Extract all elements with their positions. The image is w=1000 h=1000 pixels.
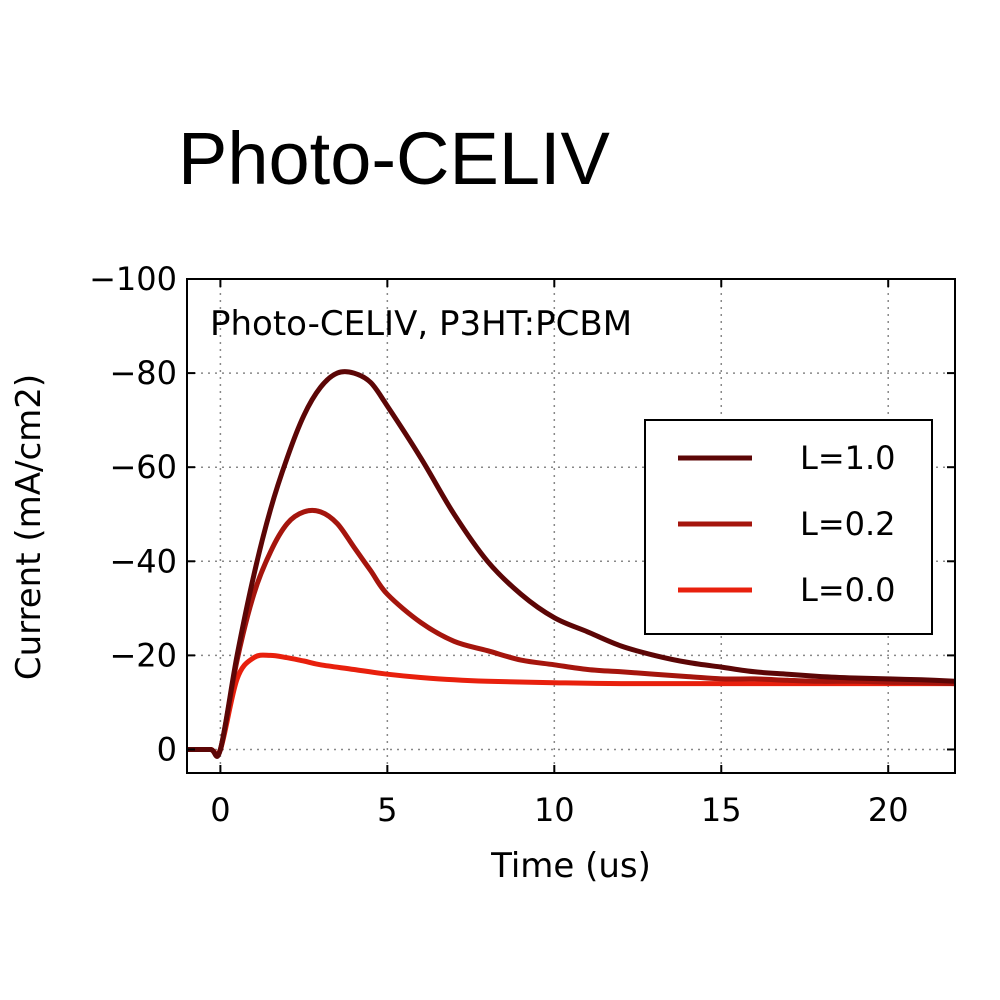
legend-label-3: L=0.0 [800,571,896,609]
series-line-2 [187,507,955,759]
series-line-3 [187,652,955,758]
axis-ticks: 0 5 10 15 20 0 −20 −40 −60 −80 −100 [89,260,955,829]
series-layer [187,369,955,759]
y-tick-label: −20 [109,636,177,674]
y-tick-label: −40 [109,542,177,580]
legend-label-1: L=1.0 [800,439,896,477]
y-tick-label: −100 [89,260,177,298]
x-tick-label: 0 [210,791,230,829]
chart-inner-title: Photo-CELIV, P3HT:PCBM [210,304,632,344]
y-tick-label: 0 [157,730,177,768]
plot-frame [186,278,956,774]
y-axis-title: Current (mA/cm2) [9,374,49,680]
x-tick-label: 15 [701,791,742,829]
y-tick-label: −80 [109,354,177,392]
x-axis-title: Time (us) [490,846,651,886]
x-tick-label: 20 [868,791,909,829]
legend-label-2: L=0.2 [800,505,896,543]
legend: L=1.0 L=0.2 L=0.0 [644,419,933,635]
series-line-1 [187,369,955,759]
page-title: Photo-CELIV [178,117,610,200]
x-tick-label: 10 [534,791,575,829]
y-tick-label: −60 [109,448,177,486]
x-tick-label: 5 [377,791,397,829]
